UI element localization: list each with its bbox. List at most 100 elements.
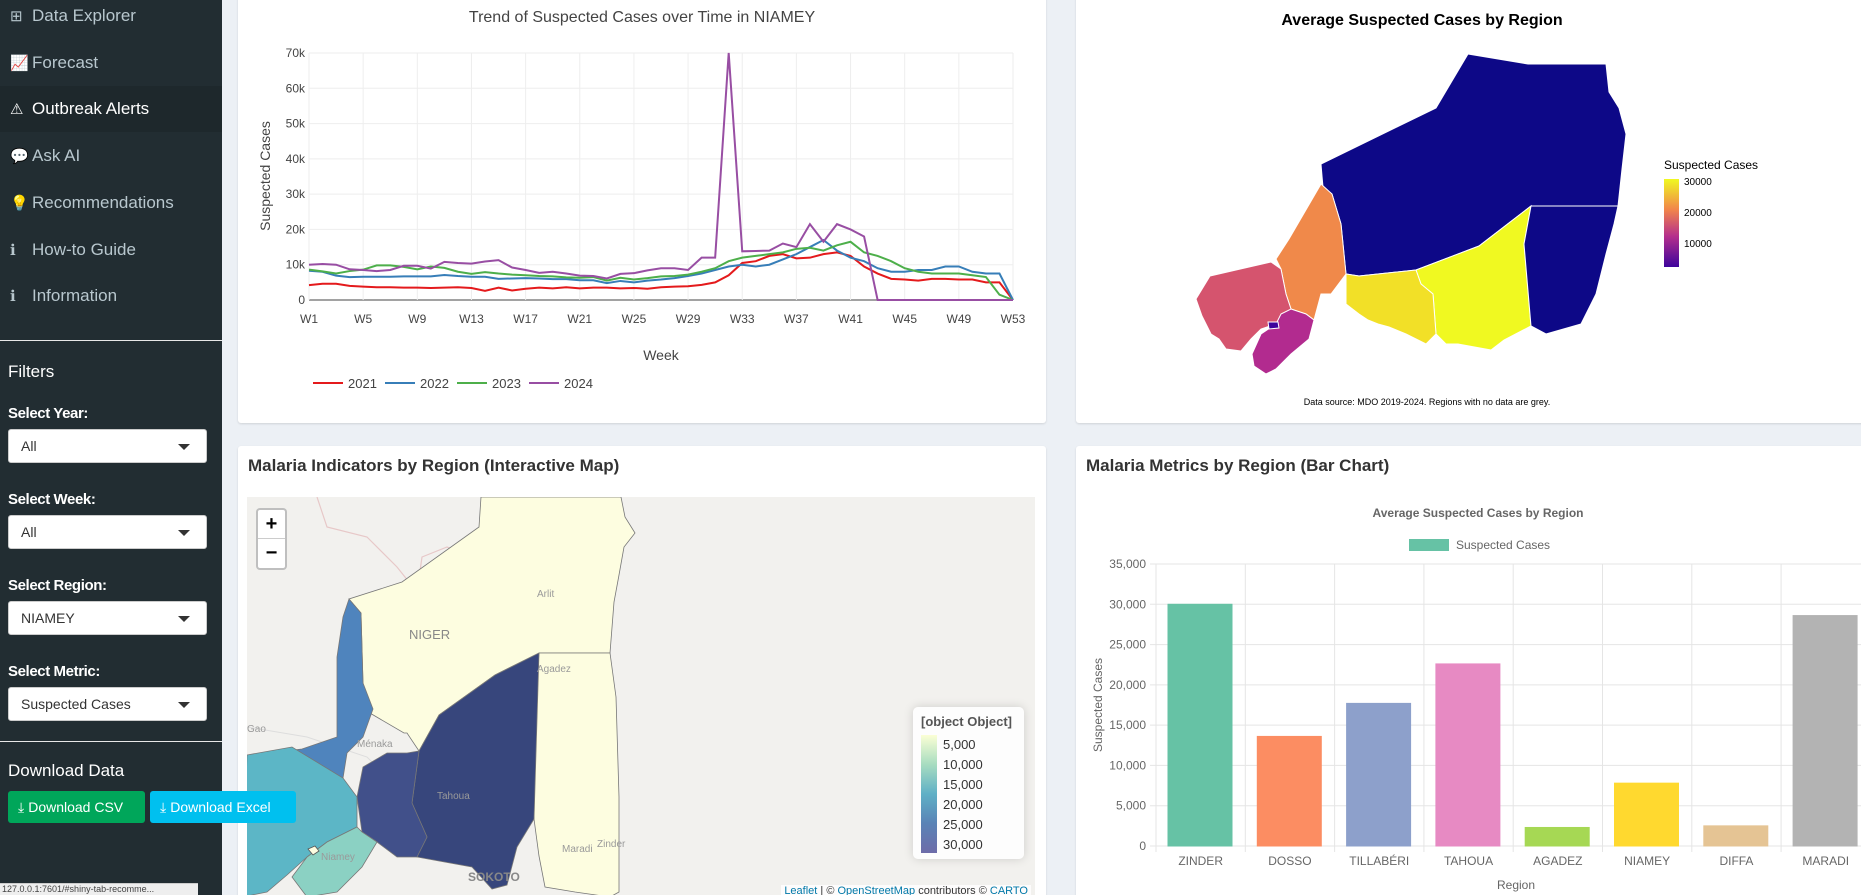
y-tick-label: 50k xyxy=(286,117,306,131)
line-chart[interactable]: Trend of Suspected Cases over Time in NI… xyxy=(238,0,1046,423)
map-legend-tick: 5,000 xyxy=(943,737,976,752)
osm-link[interactable]: OpenStreetMap xyxy=(837,885,916,895)
region-diffa xyxy=(533,652,620,895)
map-region-dosso xyxy=(1251,308,1315,375)
leaflet-map[interactable]: Arlit NIGER Agadez Gao Ménaka Tahoua Niamey Mar… xyxy=(247,497,1035,895)
bar xyxy=(1614,782,1679,847)
download-csv-button[interactable]: ⤓ Download CSV xyxy=(8,791,145,823)
bar xyxy=(1703,825,1769,847)
year-value: All xyxy=(21,438,37,454)
leaflet-map-layer[interactable]: Arlit NIGER Agadez Gao Ménaka Tahoua Niamey Mar… xyxy=(247,497,1035,895)
legend-label: 2024 xyxy=(564,376,593,391)
bar-chart[interactable]: Average Suspected Cases by Region Suspect… xyxy=(1076,446,1861,895)
zoom-control: + − xyxy=(256,508,287,570)
nav-item-outbreak-alerts[interactable]: ⚠ Outbreak Alerts xyxy=(0,86,222,132)
map-legend-tick: 20,000 xyxy=(943,797,983,812)
bar-chart-title: Average Suspected Cases by Region xyxy=(1373,506,1584,520)
info-icon: ℹ xyxy=(10,288,16,305)
x-tick-label: W1 xyxy=(300,312,318,326)
metric-value: Suspected Cases xyxy=(21,696,131,712)
y-tick-label: 0 xyxy=(1139,839,1146,853)
y-tick-label: 20,000 xyxy=(1109,678,1146,692)
download-icon: ⤓ xyxy=(160,798,167,815)
zoom-out-button[interactable]: − xyxy=(265,542,278,564)
y-tick-label: 5,000 xyxy=(1116,799,1146,813)
nav-item-ask-ai[interactable]: 💬 Ask AI xyxy=(0,133,222,179)
y-tick-label: 10,000 xyxy=(1109,758,1146,772)
region-select[interactable]: NIAMEY xyxy=(8,601,207,635)
carto-link[interactable]: CARTO xyxy=(989,885,1028,895)
y-axis-label: Suspected Cases xyxy=(1091,658,1105,752)
map-region-niamey xyxy=(1267,321,1280,330)
map-legend-gradient xyxy=(921,735,937,853)
x-tick-label: W21 xyxy=(567,312,592,326)
place-label: Gao xyxy=(247,724,266,735)
y-tick-label: 10k xyxy=(286,258,306,272)
bar xyxy=(1792,615,1858,847)
legend-tick: 20000 xyxy=(1684,208,1712,219)
x-tick-label: AGADEZ xyxy=(1533,854,1582,868)
x-tick-label: W25 xyxy=(622,312,647,326)
y-tick-label: 0 xyxy=(298,293,305,307)
nav-item-label: Recommendations xyxy=(32,193,174,212)
sidebar-divider xyxy=(0,741,222,742)
series-line-2024 xyxy=(308,52,1013,301)
x-tick-label: W5 xyxy=(354,312,372,326)
x-tick-label: W45 xyxy=(892,312,917,326)
map-attribution: Leaflet | © OpenStreetMap contributors ©… xyxy=(781,885,1031,895)
nav-item-label: Information xyxy=(32,286,118,305)
y-axis-label: Suspected Cases xyxy=(257,121,273,231)
caret-down-icon xyxy=(178,444,190,450)
nav-item-forecast[interactable]: 📈 Forecast xyxy=(0,40,222,86)
bar-chart-panel: Malaria Metrics by Region (Bar Chart) Av… xyxy=(1076,446,1861,895)
leaflet-panel-title: Malaria Indicators by Region (Interactiv… xyxy=(248,456,620,475)
nav-item-data-explorer[interactable]: ⊞ Data Explorer xyxy=(0,0,222,39)
lightbulb-icon: 💡 xyxy=(10,195,29,212)
zoom-in-button[interactable]: + xyxy=(258,510,285,539)
nav-item-recommendations[interactable]: 💡 Recommendations xyxy=(0,180,222,226)
leaflet-link[interactable]: Leaflet xyxy=(784,885,818,895)
week-value: All xyxy=(21,524,37,540)
place-label: Tahoua xyxy=(437,791,470,802)
line-chart-title: Trend of Suspected Cases over Time in NI… xyxy=(469,9,816,26)
x-tick-label: W53 xyxy=(1001,312,1026,326)
x-tick-label: TILLABÉRI xyxy=(1349,853,1409,868)
year-select[interactable]: All xyxy=(8,429,207,463)
choropleth-map[interactable]: Average Suspected Cases by Region Suspect… xyxy=(1076,0,1861,423)
legend-label: 2023 xyxy=(492,376,521,391)
caret-down-icon xyxy=(178,616,190,622)
download-excel-button[interactable]: ⤓ Download Excel xyxy=(150,791,296,823)
y-tick-label: 25,000 xyxy=(1109,638,1146,652)
legend-label: Suspected Cases xyxy=(1456,538,1550,552)
sidebar: ⊞ Data Explorer 📈 Forecast ⚠ Outbreak Alerts 💬… xyxy=(0,0,296,895)
place-label: SOKOTO xyxy=(468,870,520,884)
nav-item-label: How-to Guide xyxy=(32,240,136,259)
place-label: Zinder xyxy=(597,839,626,850)
choropleth-panel: Average Suspected Cases by Region Suspect… xyxy=(1076,0,1861,423)
warning-icon: ⚠ xyxy=(10,101,24,118)
bar xyxy=(1256,735,1322,847)
nav-item-how-to-guide[interactable]: ℹ How-to Guide xyxy=(0,227,222,273)
status-url: 127.0.0.1:7601/#shiny-tab-recomme... xyxy=(0,883,198,895)
week-select[interactable]: All xyxy=(8,515,207,549)
nav-item-information[interactable]: ℹ Information xyxy=(0,273,222,319)
place-label: Arlit xyxy=(537,589,554,600)
download-csv-label: Download CSV xyxy=(28,799,124,815)
download-icon: ⤓ xyxy=(18,798,25,815)
region-niamey xyxy=(307,845,320,856)
y-tick-label: 15,000 xyxy=(1109,718,1146,732)
choropleth-title: Average Suspected Cases by Region xyxy=(1281,12,1562,29)
caret-down-icon xyxy=(178,702,190,708)
source-note: Data source: MDO 2019-2024. Regions with… xyxy=(1304,397,1550,407)
x-tick-label: W37 xyxy=(784,312,809,326)
region-label: Select Region: xyxy=(8,577,107,594)
nav-item-label: Forecast xyxy=(32,53,99,72)
x-tick-label: DOSSO xyxy=(1268,854,1311,868)
metric-select[interactable]: Suspected Cases xyxy=(8,687,207,721)
year-label: Select Year: xyxy=(8,405,88,422)
x-tick-label: TAHOUA xyxy=(1444,854,1493,868)
x-tick-label: DIFFA xyxy=(1719,854,1753,868)
series-line-2022 xyxy=(308,238,1014,301)
legend-tick: 10000 xyxy=(1684,239,1712,250)
caret-down-icon xyxy=(178,530,190,536)
